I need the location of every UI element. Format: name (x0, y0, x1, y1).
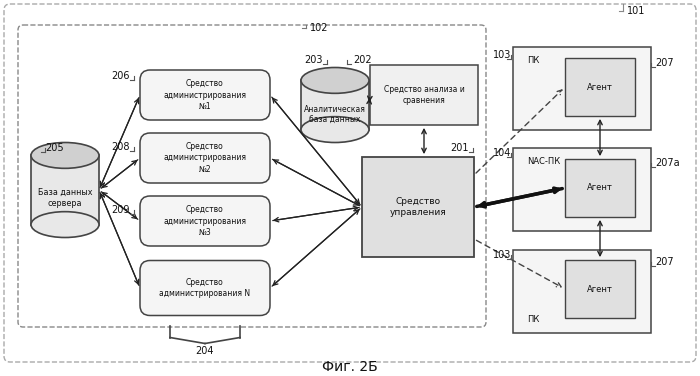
Text: 208: 208 (111, 142, 130, 152)
Text: ПК: ПК (527, 315, 540, 324)
Text: 203: 203 (304, 55, 323, 65)
Text: Агент: Агент (587, 183, 613, 193)
Text: База данных
сервера: База данных сервера (38, 188, 92, 208)
Bar (513, 148, 651, 231)
Text: ПК: ПК (527, 56, 540, 65)
Bar (31, 155, 99, 224)
Text: Средство
управления: Средство управления (390, 197, 447, 217)
Text: Агент: Агент (587, 285, 613, 294)
Bar (513, 47, 651, 130)
Text: 104: 104 (493, 148, 511, 158)
Ellipse shape (301, 117, 369, 143)
Text: 206: 206 (111, 71, 130, 81)
Text: NAC-ПК: NAC-ПК (527, 157, 560, 166)
FancyBboxPatch shape (140, 70, 270, 120)
Text: 207: 207 (655, 257, 673, 267)
Text: Средство
администрирования N: Средство администрирования N (160, 278, 251, 298)
Text: Фиг. 2Б: Фиг. 2Б (322, 360, 378, 374)
Bar (362, 157, 474, 257)
Text: 207а: 207а (655, 158, 680, 168)
Text: Средство анализа и
сравнения: Средство анализа и сравнения (384, 85, 464, 105)
Ellipse shape (301, 68, 369, 93)
Bar (513, 250, 651, 333)
Bar (370, 65, 478, 125)
Text: 207: 207 (655, 58, 673, 68)
Text: Аналитическая
база данных: Аналитическая база данных (304, 105, 366, 125)
Text: Средство
администрирования
№3: Средство администрирования №3 (164, 205, 246, 237)
Text: 103: 103 (493, 250, 511, 260)
Text: 202: 202 (353, 55, 372, 65)
Text: 201: 201 (451, 143, 469, 153)
Bar (301, 80, 369, 130)
Bar (565, 159, 635, 217)
Text: 204: 204 (196, 347, 214, 356)
Bar (565, 260, 635, 318)
Text: Средство
администрирования
№1: Средство администрирования №1 (164, 79, 246, 111)
Text: 101: 101 (627, 6, 645, 16)
FancyBboxPatch shape (140, 133, 270, 183)
Bar (565, 58, 635, 116)
Text: Средство
администрирования
№2: Средство администрирования №2 (164, 143, 246, 174)
Ellipse shape (31, 143, 99, 168)
FancyBboxPatch shape (140, 261, 270, 315)
Text: 102: 102 (310, 23, 328, 33)
Ellipse shape (31, 212, 99, 238)
Text: 209: 209 (111, 205, 130, 215)
FancyBboxPatch shape (140, 196, 270, 246)
Text: 205: 205 (45, 143, 64, 153)
Text: 103: 103 (493, 50, 511, 60)
Text: Агент: Агент (587, 82, 613, 91)
